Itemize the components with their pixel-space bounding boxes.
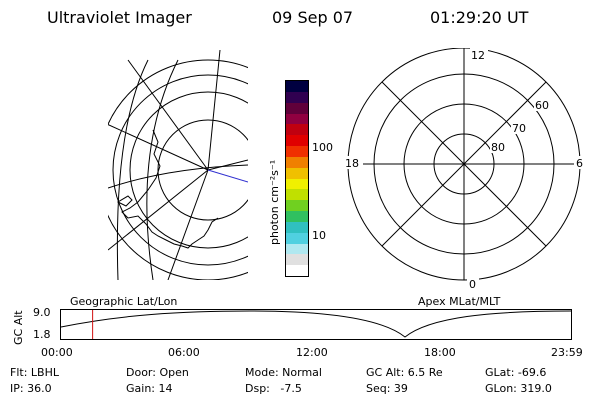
filter-status: Flt: LBHL [10,366,59,379]
time-label: 01:29:20 UT [430,8,529,27]
colorbar-swatch [286,91,308,103]
x-tick-0000: 00:00 [41,346,73,359]
lat-circle [129,91,248,249]
colorbar-swatch [286,200,308,212]
colorbar-swatch [286,243,308,255]
colorbar-swatch [286,211,308,222]
colorbar-swatch [286,102,308,114]
ip-status: IP: 36.0 [10,382,52,395]
colorbar-swatch [286,189,308,201]
meridian-line [207,159,248,171]
geographic-caption: Geographic Lat/Lon [70,295,178,308]
dsp-status: Dsp: -7.5 [245,382,302,395]
colorbar-swatch [286,156,308,168]
x-tick-2359: 23:59 [551,346,583,359]
track-line [207,169,248,183]
date-label: 09 Sep 07 [272,8,354,27]
mlt-label-12: 12 [471,49,485,62]
x-tick-1200: 12:00 [296,346,328,359]
colorbar-swatch [286,167,308,179]
mlat-label-60: 60 [535,99,549,112]
longitude-curve [116,59,149,280]
meridian-line [207,50,221,171]
coastline [121,129,219,249]
mlt-label-6: 6 [576,157,583,170]
mlat-mlt-polar-plot: 12 18 6 0 60 70 80 [343,48,586,291]
meridian-line [108,123,209,171]
colorbar-swatch [286,146,308,157]
gc-alt-status: GC Alt: 6.5 Re [366,366,443,379]
meridian-line [167,169,209,280]
meridian-line [127,59,209,171]
alt-y-min: 1.8 [33,328,51,341]
colorbar-tick-100: 100 [312,141,333,154]
map-outer-circle [108,59,248,280]
lat-circle [112,74,248,266]
colorbar-swatch [286,135,308,147]
altitude-curve [60,310,572,338]
longitude-curve [108,164,248,189]
colorbar-swatch [286,124,308,136]
colorbar-tick-10: 10 [312,229,326,242]
mlt-label-0: 0 [469,278,476,291]
longitude-curve [146,59,179,280]
polar-diagonal [381,81,547,247]
seq-status: Seq: 39 [366,382,408,395]
glon-status: GLon: 319.0 [485,382,552,395]
colorbar-swatch [286,265,308,276]
colorbar-swatch [286,221,308,233]
alt-y-max: 9.0 [33,306,51,319]
colorbar-swatch [286,178,308,190]
gain-status: Gain: 14 [126,382,173,395]
meridian-line [108,169,209,251]
colorbar-swatch [286,232,308,244]
geographic-map [108,50,248,280]
glat-status: GLat: -69.6 [485,366,547,379]
door-status: Door: Open [126,366,189,379]
mlt-label-18: 18 [345,157,359,170]
mlat-label-80: 80 [491,141,505,154]
mlat-label-70: 70 [512,122,526,135]
gc-alt-axis-label: GC Alt [12,310,25,345]
colorbar-unit-label: photon cm⁻²s⁻¹ [268,159,281,245]
altitude-plot [60,309,572,340]
x-tick-0600: 06:00 [168,346,200,359]
mode-status: Mode: Normal [245,366,322,379]
lat-circle [157,119,248,221]
island [116,195,133,207]
colorbar-swatch [286,113,308,125]
colorbar [285,80,309,277]
apex-caption: Apex MLat/MLT [418,295,501,308]
x-tick-1800: 18:00 [424,346,456,359]
colorbar-swatch [286,81,308,92]
instrument-title: Ultraviolet Imager [47,8,192,27]
colorbar-swatch [286,254,308,266]
